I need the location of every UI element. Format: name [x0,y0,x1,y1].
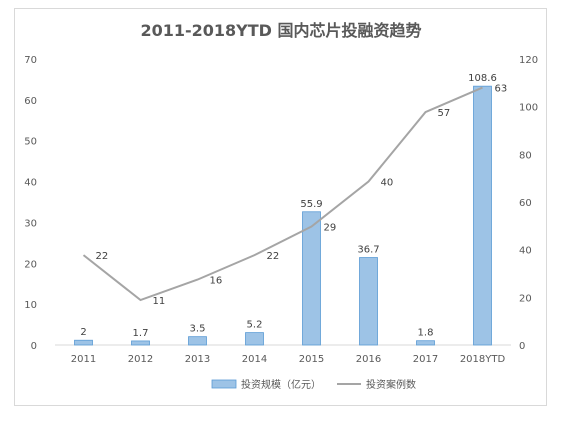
bar-data-label: 55.9 [300,199,322,210]
bar-data-label: 36.7 [357,245,379,256]
left-axis-tick-label: 20 [24,259,37,270]
bar-data-label: 3.5 [190,324,206,335]
bar [416,340,435,346]
x-axis-tick-label: 2013 [185,354,210,365]
line-data-label: 11 [153,296,166,307]
line-data-label: 40 [381,178,394,189]
bar-data-label: 108.6 [468,73,497,84]
right-axis-tick-label: 120 [519,55,538,66]
line-data-label: 22 [267,251,280,262]
right-axis-tick-label: 80 [519,150,532,161]
bar [245,332,264,346]
chart-frame: 2011-2018YTD 国内芯片投融资趋势 0 10 20 30 40 50 60 70 0 2… [14,8,547,406]
x-axis-tick-label: 2014 [242,354,267,365]
right-axis-tick-label: 100 [519,103,538,114]
x-axis-tick-label: 2018YTD [460,354,506,365]
bar-data-label: 5.2 [247,320,263,331]
bar [473,85,492,346]
right-axis-tick-label: 0 [519,341,525,352]
line-data-label: 22 [96,251,109,262]
legend-line-label: 投资案例数 [366,378,416,391]
chart-svg: 2011-2018YTD 国内芯片投融资趋势 0 10 20 30 40 50 60 70 0 2… [24,21,538,391]
line-data-label: 57 [438,108,451,119]
left-axis-tick-label: 10 [24,300,37,311]
line-series [82,86,483,302]
right-axis-tick-label: 60 [519,198,532,209]
legend: 投资规模（亿元） 投资案例数 [211,378,416,391]
legend-bar-label: 投资规模（亿元） [241,378,321,391]
x-axis-tick-label: 2011 [71,354,96,365]
bar [302,211,321,346]
bar-data-label: 1.8 [418,328,434,339]
bar [131,340,150,346]
right-axis-tick-label: 40 [519,246,532,257]
chart-title: 2011-2018YTD 国内芯片投融资趋势 [140,21,421,40]
left-axis-tick-label: 30 [24,218,37,229]
left-axis-tick-label: 70 [24,55,37,66]
x-axis-tick-label: 2017 [413,354,438,365]
bar [359,257,378,346]
line-data-label: 29 [324,223,337,234]
line-data-label: 16 [210,276,223,287]
left-axis-tick-label: 40 [24,178,37,189]
left-axis-tick-label: 60 [24,96,37,107]
x-axis-tick-label: 2016 [356,354,381,365]
right-axis-tick-label: 20 [519,293,532,304]
left-axis-tick-label: 0 [31,341,37,352]
x-axis-tick-label: 2015 [299,354,324,365]
legend-bar-swatch [211,379,237,389]
bar [188,336,207,346]
x-axis-tick-label: 2012 [128,354,153,365]
line-data-label: 63 [495,84,508,95]
plot-area: 0 10 20 30 40 50 60 70 0 20 40 60 80 100 120 2011 2012 20… [24,55,538,365]
bar-data-label: 2 [80,327,86,338]
left-axis-tick-label: 50 [24,137,37,148]
bar [74,339,93,346]
bar-data-label: 1.7 [133,328,149,339]
